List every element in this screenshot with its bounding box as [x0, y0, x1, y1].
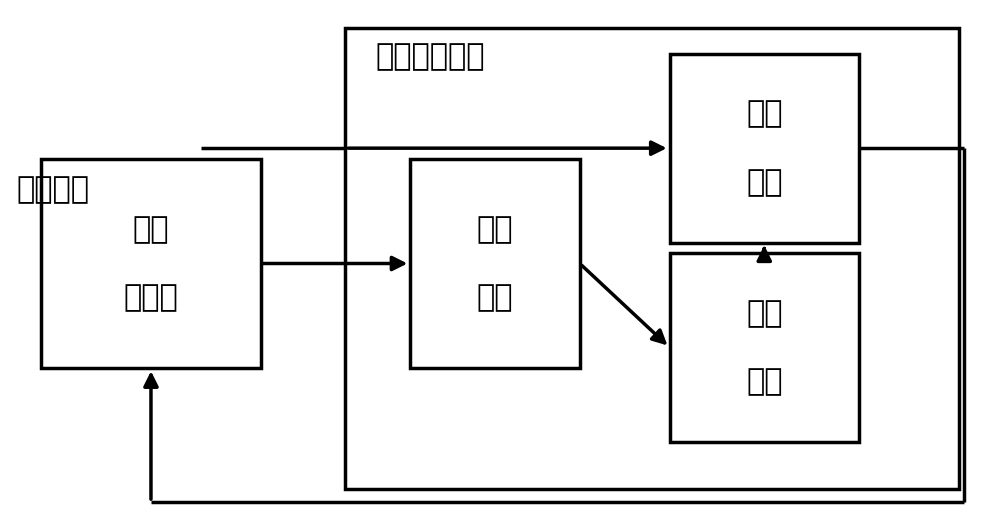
Text: 功率比较单元: 功率比较单元 — [375, 42, 485, 71]
Text: 电路: 电路 — [477, 283, 513, 312]
Text: 检波: 检波 — [477, 215, 513, 244]
Text: 保持: 保持 — [746, 367, 783, 396]
Bar — [670, 54, 859, 242]
Text: 比较电压: 比较电压 — [16, 175, 89, 204]
Bar — [410, 159, 580, 368]
Text: 电路: 电路 — [746, 168, 783, 197]
Bar — [345, 27, 959, 489]
Text: 比较: 比较 — [746, 100, 783, 129]
Text: 采样: 采样 — [746, 299, 783, 328]
Bar — [670, 253, 859, 442]
Bar — [41, 159, 261, 368]
Text: 压控: 压控 — [133, 215, 169, 244]
Text: 衰减器: 衰减器 — [124, 283, 178, 312]
